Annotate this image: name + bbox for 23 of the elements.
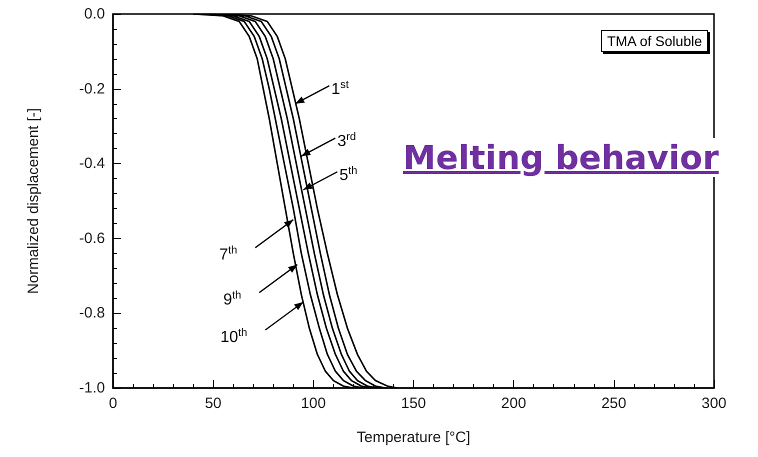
annotation: 3$^{rd}$: [337, 131, 356, 150]
x-tick-label: 50: [204, 395, 222, 412]
x-tick-label: 100: [300, 395, 326, 412]
y-tick-label: -1.0: [79, 380, 105, 396]
x-tick-label: 300: [701, 395, 727, 412]
y-tick-label: -0.4: [79, 155, 105, 172]
x-axis-title: Temperature [°C]: [356, 429, 470, 446]
y-axis-title: Normalized displacement [-]: [25, 108, 42, 294]
annotation: 10$^{th}$: [220, 326, 248, 346]
y-tick-label: -0.2: [79, 80, 105, 98]
annotation: 1$^{st}$: [331, 78, 349, 98]
y-tick-label: 0.0: [84, 6, 105, 22]
y-tick-label: -0.6: [79, 230, 105, 247]
annotation: 7$^{th}$: [219, 244, 238, 264]
x-tick-label: 200: [501, 395, 526, 412]
x-tick-label: 150: [400, 395, 426, 412]
annotation: Melting behavior: [403, 138, 719, 177]
x-tick-label: 0: [108, 395, 118, 412]
x-tick-label: 250: [601, 395, 626, 412]
y-tick-label: -0.8: [79, 304, 105, 322]
annotation: 5$^{th}$: [339, 164, 358, 184]
annotation: TMA of Soluble: [601, 30, 708, 52]
annotation: 9$^{th}$: [223, 290, 242, 309]
